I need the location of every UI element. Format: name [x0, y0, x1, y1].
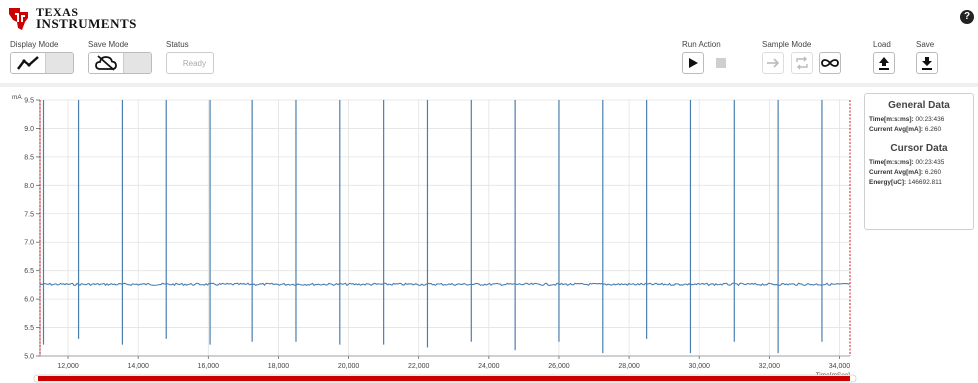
line-graph-icon	[17, 56, 39, 70]
baseline-trace	[39, 282, 850, 287]
stop-button[interactable]	[710, 52, 732, 74]
y-axis-title: mA	[12, 94, 22, 101]
sample-single-button[interactable]	[762, 52, 784, 74]
cursor-energy-label: Energy[uC]:	[869, 179, 907, 186]
cursor-energy-value: 146692.811	[908, 179, 942, 186]
save-mode-toggle[interactable]	[88, 52, 152, 74]
ti-logo-icon	[9, 8, 28, 30]
save-mode-option-off[interactable]	[123, 53, 151, 73]
y-tick-label: 7.0	[24, 240, 34, 247]
infinity-icon	[821, 59, 839, 67]
play-button[interactable]	[682, 52, 704, 74]
load-label: Load	[873, 40, 891, 49]
cursor-data-title: Cursor Data	[890, 143, 948, 154]
general-current-label: Current Avg[mA]:	[869, 126, 924, 133]
chart-grid	[40, 99, 850, 357]
chart-svg[interactable]: 5.0 5.5 6.0 6.5 7.0 7.5 8.0 8.5 9.0 9.5 12,000 14,0…	[0, 88, 860, 383]
download-icon	[922, 57, 932, 70]
chart-markers[interactable]	[39, 100, 851, 356]
display-mode-option-off[interactable]	[45, 53, 73, 73]
display-mode-label: Display Mode	[10, 40, 59, 49]
data-panel: General Data Time[m:s:ms]: 00:23:436 Cur…	[864, 93, 974, 230]
toolbar-separator	[0, 83, 978, 87]
logo-line2: INSTRUMENTS	[36, 16, 137, 31]
repeat-icon	[796, 56, 808, 70]
chart-series	[39, 100, 850, 354]
general-time-value: 00:23:436	[915, 116, 945, 123]
stop-icon	[716, 58, 726, 68]
save-label: Save	[916, 40, 935, 49]
cursor-time-label: Time[m:s:ms]:	[869, 159, 914, 166]
x-tick-label: 30,000	[689, 363, 711, 370]
y-tick-label: 5.5	[24, 325, 34, 332]
cursor-current-row: Current Avg[mA]: 6.260	[865, 168, 973, 178]
general-current-value: 6.260	[924, 126, 942, 133]
cursor-current-label: Current Avg[mA]:	[869, 169, 924, 176]
x-tick-label: 34,000	[829, 363, 851, 370]
x-tick-label: 26,000	[548, 363, 570, 370]
y-tick-label: 5.0	[24, 354, 34, 361]
x-tick-label: 18,000	[268, 363, 290, 370]
ti-logo-text: TEXAS INSTRUMENTS	[36, 5, 137, 31]
y-tick-label: 9.5	[24, 98, 34, 105]
general-data-title: General Data	[888, 100, 950, 111]
y-tick-label: 8.5	[24, 154, 34, 161]
general-time-label: Time[m:s:ms]:	[869, 116, 914, 123]
arrow-right-icon	[767, 58, 780, 68]
display-mode-toggle[interactable]	[10, 52, 74, 74]
help-icon[interactable]: ?	[960, 10, 974, 24]
sample-mode-label: Sample Mode	[762, 40, 812, 49]
x-tick-label: 14,000	[127, 363, 149, 370]
sample-continuous-button[interactable]	[819, 52, 841, 74]
cloud-off-icon	[95, 55, 117, 71]
scrollbar-thumb[interactable]	[38, 376, 850, 381]
x-tick-label: 22,000	[408, 363, 430, 370]
x-tick-label: 24,000	[478, 363, 500, 370]
cursor-time-value: 00:23:435	[915, 159, 945, 166]
x-tick-label: 28,000	[618, 363, 640, 370]
x-tick-label: 16,000	[198, 363, 220, 370]
x-tick-label: 20,000	[338, 363, 360, 370]
y-tick-label: 7.5	[24, 211, 34, 218]
y-tick-label: 9.0	[24, 126, 34, 133]
save-mode-option-cloud[interactable]	[89, 53, 123, 73]
chart-scrollbar[interactable]	[33, 374, 857, 383]
sample-repeat-button[interactable]	[791, 52, 813, 74]
current-chart[interactable]: 5.0 5.5 6.0 6.5 7.0 7.5 8.0 8.5 9.0 9.5 12,000 14,0…	[0, 88, 860, 383]
save-button[interactable]	[916, 52, 938, 74]
x-tick-label: 32,000	[759, 363, 781, 370]
play-icon	[689, 58, 698, 68]
status-field: Ready	[166, 52, 214, 74]
ti-logo: TEXAS INSTRUMENTS	[6, 3, 137, 33]
run-action-label: Run Action	[682, 40, 721, 49]
cursor-time-row: Time[m:s:ms]: 00:23:435	[865, 158, 973, 168]
display-mode-option-graph[interactable]	[11, 53, 45, 73]
status-label: Status	[166, 40, 189, 49]
cursor-current-value: 6.260	[924, 169, 942, 176]
y-tick-label: 8.0	[24, 183, 34, 190]
cursor-energy-row: Energy[uC]: 146692.811	[865, 178, 973, 188]
plot-area	[40, 100, 850, 356]
general-time-row: Time[m:s:ms]: 00:23:436	[865, 115, 973, 125]
general-current-row: Current Avg[mA]: 6.260	[865, 125, 973, 135]
load-button[interactable]	[873, 52, 895, 74]
y-tick-label: 6.5	[24, 268, 34, 275]
save-mode-label: Save Mode	[88, 40, 129, 49]
upload-icon	[879, 57, 889, 70]
y-tick-label: 6.0	[24, 297, 34, 304]
x-tick-label: 12,000	[57, 363, 79, 370]
logo-line1: TEXAS	[36, 5, 79, 19]
